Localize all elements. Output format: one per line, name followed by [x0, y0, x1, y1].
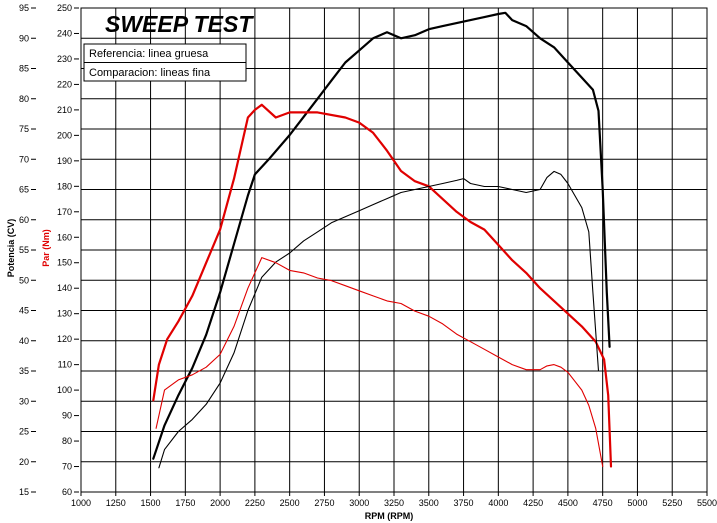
y-left-tick-label: 25 [19, 427, 29, 437]
x-tick-label: 2750 [314, 498, 334, 508]
x-tick-label: 5000 [627, 498, 647, 508]
y-right-tick-label: 160 [57, 232, 72, 242]
y-right-tick-label: 140 [57, 283, 72, 293]
y-right-tick-label: 150 [57, 258, 72, 268]
y-left-tick-label: 90 [19, 33, 29, 43]
y-right-tick-label: 80 [62, 436, 72, 446]
series-line-2 [158, 170, 600, 469]
x-tick-label: 2000 [210, 498, 230, 508]
series-line-0 [152, 11, 611, 460]
y-left-tick-label: 30 [19, 396, 29, 406]
plot-frame [80, 7, 708, 493]
x-axis-ticks: 1000 1250 1500 1750 2000 2250 2500 2750 3000 3250… [71, 492, 717, 508]
x-tick-label: 1500 [141, 498, 161, 508]
y-right-tick-label: 200 [57, 130, 72, 140]
legend-entry-comparison: Comparacion: lineas fina [89, 67, 211, 79]
y-left-tick-label: 50 [19, 275, 29, 285]
x-tick-label: 5250 [662, 498, 682, 508]
x-tick-label: 2250 [245, 498, 265, 508]
y-right-tick-label: 220 [57, 79, 72, 89]
y-axis-right-label: Par (Nm) [41, 229, 51, 267]
x-tick-label: 3750 [454, 498, 474, 508]
y-right-tick-label: 130 [57, 309, 72, 319]
x-tick-label: 4000 [488, 498, 508, 508]
series-line-1 [152, 103, 613, 468]
y-left-tick-label: 60 [19, 215, 29, 225]
right-axis-ticks: 60 70 80 90 100 110 120 130 140 150 160 170 180 190 20… [57, 3, 79, 497]
y-right-tick-label: 210 [57, 105, 72, 115]
left-axis-ticks: 15 20 25 30 35 40 45 50 55 60 65 70 75 80 85 90 95 [19, 3, 36, 497]
legend: Referencia: linea gruesa Comparacion: li… [83, 43, 247, 82]
y-right-tick-label: 110 [58, 360, 72, 370]
y-left-tick-label: 70 [19, 154, 29, 164]
y-right-tick-label: 100 [57, 385, 72, 395]
x-tick-label: 3250 [384, 498, 404, 508]
x-tick-label: 4750 [593, 498, 613, 508]
x-axis-label: RPM (RPM) [365, 511, 414, 521]
chart-title: SWEEP TEST [105, 11, 254, 37]
y-left-tick-label: 15 [19, 487, 29, 497]
y-axis-left-label: Potencia (CV) [6, 219, 16, 278]
y-left-tick-label: 75 [19, 124, 29, 134]
x-tick-label: 3500 [419, 498, 439, 508]
series-group [152, 11, 613, 469]
y-left-tick-label: 20 [19, 457, 29, 467]
y-right-tick-label: 70 [62, 462, 72, 472]
y-left-tick-label: 45 [19, 306, 29, 316]
series-line-3 [155, 257, 604, 468]
x-tick-label: 4500 [558, 498, 578, 508]
y-right-tick-label: 240 [57, 28, 72, 38]
x-tick-label: 1250 [106, 498, 126, 508]
y-right-tick-label: 60 [62, 487, 72, 497]
x-tick-label: 5500 [697, 498, 717, 508]
y-right-tick-label: 90 [62, 411, 72, 421]
y-right-tick-label: 180 [57, 181, 72, 191]
y-left-tick-label: 40 [19, 336, 29, 346]
y-right-tick-label: 120 [57, 334, 72, 344]
x-tick-label: 2500 [280, 498, 300, 508]
x-tick-label: 4250 [523, 498, 543, 508]
x-tick-label: 1750 [175, 498, 195, 508]
y-left-tick-label: 85 [19, 64, 29, 74]
y-right-tick-label: 170 [57, 207, 72, 217]
y-left-tick-label: 65 [19, 185, 29, 195]
y-left-tick-label: 55 [19, 245, 29, 255]
y-left-tick-label: 80 [19, 94, 29, 104]
y-right-tick-label: 230 [57, 54, 72, 64]
x-tick-label: 1000 [71, 498, 91, 508]
legend-entry-reference: Referencia: linea gruesa [89, 48, 209, 60]
y-right-tick-label: 190 [57, 156, 72, 166]
y-left-tick-label: 95 [19, 3, 29, 13]
y-left-tick-label: 35 [19, 366, 29, 376]
y-right-tick-label: 250 [57, 3, 72, 13]
x-tick-label: 3000 [349, 498, 369, 508]
